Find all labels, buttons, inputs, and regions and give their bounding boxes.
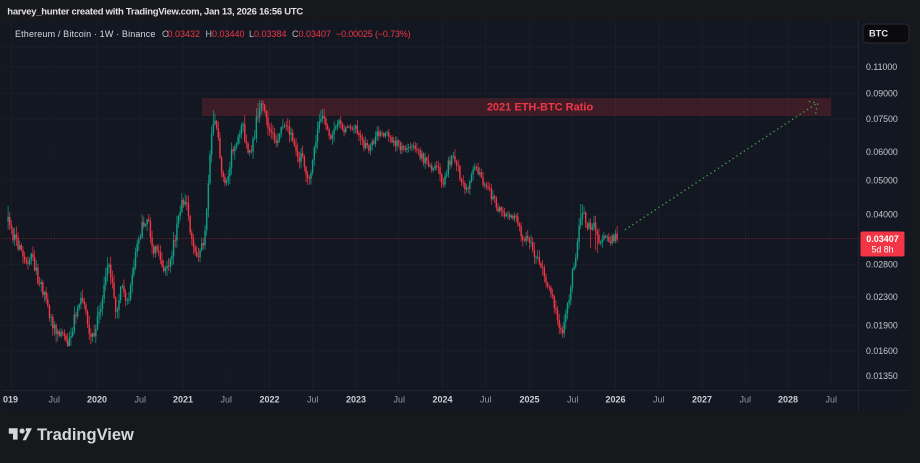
svg-text:2023: 2023 (346, 395, 366, 405)
svg-text:2020: 2020 (87, 395, 107, 405)
svg-text:Jul: Jul (653, 395, 665, 405)
svg-text:H: H (206, 29, 213, 39)
svg-text:2026: 2026 (605, 395, 625, 405)
svg-text:0.06000: 0.06000 (866, 147, 898, 157)
svg-text:2028: 2028 (778, 395, 798, 405)
svg-text:2021 ETH-BTC Ratio: 2021 ETH-BTC Ratio (487, 102, 594, 114)
svg-text:0.11000: 0.11000 (866, 62, 897, 72)
svg-text:Jul: Jul (825, 395, 837, 405)
svg-text:2025: 2025 (519, 395, 539, 405)
svg-text:harvey_hunter created with Tra: harvey_hunter created with TradingView.c… (7, 7, 303, 18)
svg-text:0.01350: 0.01350 (866, 371, 898, 381)
svg-text:2027: 2027 (692, 395, 712, 405)
svg-text:−0.00025 (−0.73%): −0.00025 (−0.73%) (336, 29, 411, 39)
svg-text:0.03440: 0.03440 (212, 29, 245, 39)
svg-text:Jul: Jul (220, 395, 232, 405)
svg-text:0.03407: 0.03407 (866, 234, 899, 244)
svg-text:2022: 2022 (259, 395, 279, 405)
svg-text:Jul: Jul (307, 395, 319, 405)
svg-text:0.01600: 0.01600 (866, 346, 898, 356)
svg-text:2019: 2019 (0, 395, 18, 405)
svg-text:0.01900: 0.01900 (866, 321, 898, 331)
svg-text:0.03384: 0.03384 (254, 29, 287, 39)
svg-text:Ethereum / Bitcoin · 1W · Bina: Ethereum / Bitcoin · 1W · Binance (15, 29, 156, 39)
svg-text:Jul: Jul (739, 395, 751, 405)
svg-text:0.03407: 0.03407 (299, 29, 332, 39)
svg-text:L: L (249, 29, 254, 39)
svg-text:0.04000: 0.04000 (866, 210, 898, 220)
svg-text:0.02800: 0.02800 (866, 260, 898, 270)
svg-text:Jul: Jul (134, 395, 146, 405)
svg-text:Jul: Jul (393, 395, 405, 405)
svg-text:Jul: Jul (567, 395, 579, 405)
svg-text:2021: 2021 (173, 395, 193, 405)
svg-text:C: C (292, 29, 299, 39)
svg-text:2024: 2024 (432, 395, 452, 405)
svg-text:0.07500: 0.07500 (866, 114, 898, 124)
svg-text:TradingView: TradingView (37, 426, 134, 444)
svg-text:0.05000: 0.05000 (866, 176, 898, 186)
svg-text:O: O (162, 29, 169, 39)
svg-text:0.03432: 0.03432 (168, 29, 201, 39)
svg-text:0.09000: 0.09000 (866, 89, 898, 99)
svg-text:0.02300: 0.02300 (866, 292, 898, 302)
svg-text:BTC: BTC (869, 29, 888, 39)
svg-text:Jul: Jul (48, 395, 60, 405)
svg-text:Jul: Jul (480, 395, 492, 405)
svg-text:5d 8h: 5d 8h (871, 244, 893, 254)
